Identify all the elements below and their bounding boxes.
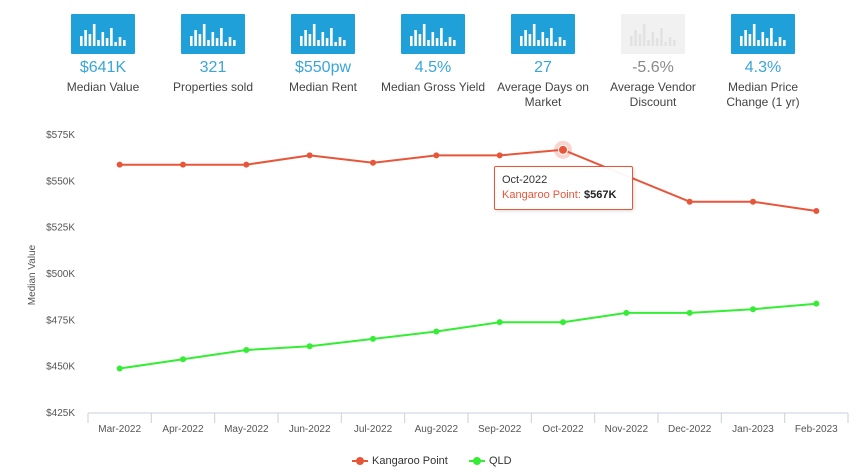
- data-point-qld: [370, 335, 376, 342]
- data-point-kangaroo-point: [750, 198, 756, 205]
- x-tick-label: Jan-2023: [732, 424, 774, 435]
- stat-label: Average Days on Market: [497, 80, 589, 109]
- stat-value: 321: [199, 59, 227, 76]
- x-tick-label: Mar-2022: [98, 424, 141, 435]
- chart-legend: Kangaroo Point QLD: [0, 453, 865, 469]
- stat-card: -5.6% Average Vendor Discount: [598, 14, 708, 110]
- data-point-kangaroo-point: [116, 161, 123, 168]
- median-value-chart: Median Value Mar-2022 Apr-2022 May-2022 Jun…: [27, 130, 849, 435]
- bar-chart-icon: [401, 14, 465, 54]
- legend-item-qld[interactable]: QLD: [469, 453, 512, 469]
- legend-dot-kangaroo-point: [356, 457, 364, 465]
- data-tooltip: Oct-2022 Kangaroo Point: $567K: [494, 166, 633, 210]
- bar-chart-icon: [621, 14, 685, 54]
- bar-chart-icon: [731, 14, 795, 54]
- x-tick-label: Jun-2022: [289, 424, 331, 435]
- x-tick-label: Feb-2023: [795, 424, 838, 435]
- stat-value: 27: [534, 59, 552, 76]
- bar-chart-icon: [181, 14, 245, 54]
- series-layer: [116, 140, 820, 372]
- stat-label: Median Price Change (1 yr): [726, 80, 800, 109]
- data-point-kangaroo-point: [558, 144, 568, 155]
- y-tick-label: $450K: [46, 362, 75, 373]
- stat-card: 4.3% Median Price Change (1 yr): [708, 14, 818, 110]
- data-point-kangaroo-point: [496, 152, 503, 159]
- data-point-kangaroo-point: [686, 198, 693, 205]
- stat-label: Average Vendor Discount: [610, 80, 696, 109]
- y-tick-label: $525K: [46, 223, 75, 234]
- chart-axes: Mar-2022 Apr-2022 May-2022 Jun-2022 Jul-2022…: [46, 130, 849, 435]
- tooltip-series: Kangaroo Point: $567K: [502, 189, 617, 201]
- y-tick-label: $500K: [46, 269, 75, 280]
- data-point-kangaroo-point: [306, 152, 313, 159]
- tooltip-title: Oct-2022: [502, 174, 548, 186]
- legend-item-kangaroo-point[interactable]: Kangaroo Point: [352, 453, 448, 469]
- data-point-kangaroo-point: [370, 159, 376, 166]
- data-point-qld: [750, 306, 756, 313]
- stat-card: 321 Properties sold: [158, 14, 268, 95]
- stat-card: $550pw Median Rent: [268, 14, 378, 95]
- tooltip-value: $567K: [583, 189, 617, 201]
- data-point-qld: [433, 328, 440, 335]
- stat-value: -5.6%: [632, 59, 674, 76]
- x-tick-label: Aug-2022: [415, 424, 459, 435]
- data-point-qld: [560, 319, 566, 326]
- series-line-kangaroo-point: [119, 148, 817, 212]
- stat-value: $641K: [79, 59, 127, 76]
- x-tick-label: May-2022: [224, 424, 269, 435]
- data-point-kangaroo-point: [180, 161, 186, 168]
- bar-chart-icon: [291, 14, 355, 54]
- x-tick-label: Dec-2022: [668, 424, 712, 435]
- data-point-qld: [306, 343, 313, 350]
- stat-value: 4.3%: [744, 59, 782, 76]
- y-tick-label: $425K: [46, 408, 75, 419]
- bar-chart-icon: [511, 14, 575, 54]
- series-line-qld: [119, 302, 817, 370]
- stat-label: Properties sold: [172, 80, 254, 94]
- data-point-qld: [496, 319, 503, 326]
- y-axis-title: Median Value: [27, 244, 38, 305]
- data-point-qld: [623, 309, 630, 316]
- bar-chart-icon: [71, 14, 135, 54]
- stat-value: 4.5%: [414, 59, 452, 76]
- stat-card: 4.5% Median Gross Yield: [378, 14, 488, 95]
- stat-card: $641K Median Value: [48, 14, 158, 95]
- legend-dot-qld: [473, 457, 481, 465]
- data-point-kangaroo-point: [813, 207, 820, 214]
- x-tick-label: Apr-2022: [162, 424, 204, 435]
- data-point-kangaroo-point: [243, 161, 250, 168]
- y-tick-label: $475K: [46, 315, 75, 326]
- data-point-qld: [686, 309, 693, 316]
- stat-label: Median Rent: [288, 80, 358, 94]
- stat-value: $550pw: [294, 59, 352, 76]
- data-point-qld: [180, 356, 186, 363]
- legend-label-kangaroo-point: Kangaroo Point: [372, 455, 448, 467]
- stat-card: 27 Average Days on Market: [488, 14, 598, 110]
- data-point-qld: [116, 365, 123, 372]
- legend-label-qld: QLD: [489, 455, 512, 467]
- x-tick-label: Sep-2022: [478, 424, 522, 435]
- data-point-qld: [243, 346, 250, 353]
- x-tick-label: Oct-2022: [542, 424, 584, 435]
- data-point-qld: [813, 300, 820, 307]
- stat-label: Median Gross Yield: [380, 80, 486, 94]
- data-point-kangaroo-point: [433, 152, 440, 159]
- x-tick-label: Jul-2022: [354, 424, 393, 435]
- tooltip-series-name: Kangaroo Point: [502, 189, 578, 201]
- x-tick-label: Nov-2022: [605, 424, 649, 435]
- y-tick-label: $550K: [46, 176, 75, 187]
- y-tick-label: $575K: [46, 130, 75, 141]
- stats-bar: $641K Median Value 321 Properties sold $550p…: [0, 0, 865, 115]
- stat-label: Median Value: [66, 80, 140, 94]
